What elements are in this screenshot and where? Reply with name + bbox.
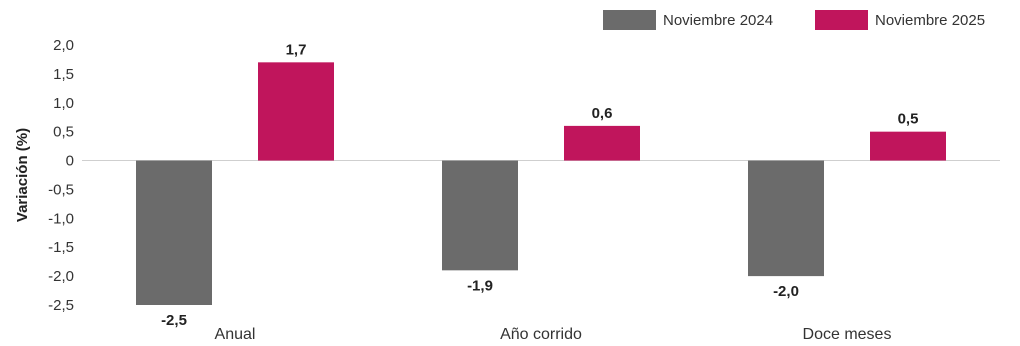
data-label: -1,9	[467, 277, 493, 294]
data-label: 1,7	[286, 41, 307, 58]
y-axis-ticks: 2,0 1,5 1,0 0,5 0 -0,5 -1,0 -1,5 -2,0 -2,5	[48, 37, 74, 314]
y-tick-label: -0,5	[48, 181, 74, 198]
category-label: Doce meses	[803, 326, 892, 343]
data-label: -2,0	[773, 283, 799, 300]
data-label: -2,5	[161, 312, 187, 329]
bar-nov-2024	[136, 160, 212, 305]
bar-nov-2025	[870, 131, 946, 161]
bar-nov-2024	[748, 160, 824, 277]
y-tick-label: 1,5	[53, 66, 74, 83]
legend: Noviembre 2024 Noviembre 2025	[603, 10, 985, 30]
legend-label: Noviembre 2024	[663, 12, 773, 29]
category-label: Anual	[215, 326, 256, 343]
bar-nov-2025	[258, 62, 334, 161]
legend-swatch	[603, 10, 656, 30]
y-tick-label: -2,5	[48, 297, 74, 314]
y-tick-label: -2,0	[48, 268, 74, 285]
y-axis-label: Variación (%)	[14, 128, 31, 222]
y-tick-label: 0,5	[53, 124, 74, 141]
bar-nov-2025	[564, 125, 640, 161]
data-label: 0,5	[898, 111, 919, 128]
bars: -2,5 1,7 -1,9 0,6 -2,0 0,5	[136, 41, 946, 329]
y-tick-label: 1,0	[53, 95, 74, 112]
y-tick-label: 0	[66, 153, 74, 170]
y-tick-label: -1,5	[48, 239, 74, 256]
x-axis-categories: Anual Año corrido Doce meses	[215, 326, 892, 343]
y-tick-label: -1,0	[48, 210, 74, 227]
bar-nov-2024	[442, 160, 518, 271]
legend-label: Noviembre 2025	[875, 12, 985, 29]
legend-swatch	[815, 10, 868, 30]
category-label: Año corrido	[500, 326, 582, 343]
data-label: 0,6	[592, 105, 613, 122]
y-tick-label: 2,0	[53, 37, 74, 54]
